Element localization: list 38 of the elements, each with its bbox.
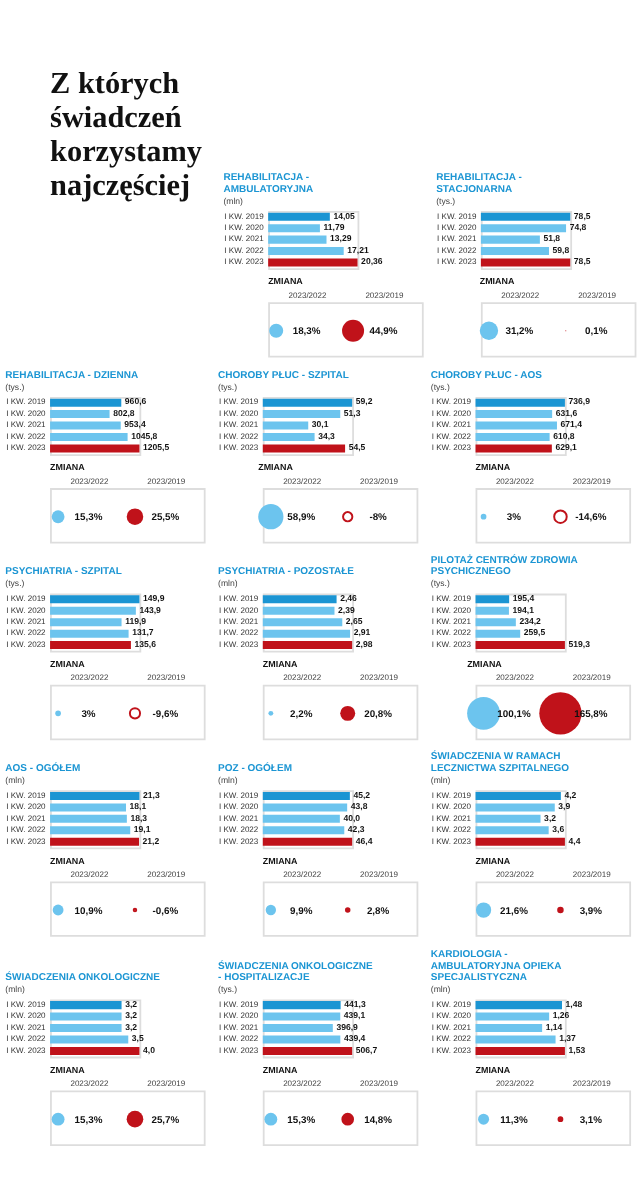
bar [50, 595, 140, 604]
bar [475, 1046, 565, 1055]
bar [50, 629, 129, 638]
bar [475, 595, 510, 604]
bar [475, 837, 565, 846]
bar [475, 791, 561, 800]
bar [50, 641, 131, 650]
bar [475, 410, 553, 419]
bar [475, 398, 565, 407]
bar [480, 212, 571, 221]
bar [475, 641, 565, 650]
bar [268, 212, 330, 221]
bar [50, 837, 140, 846]
bar [262, 803, 348, 812]
text: Z których świadczeń korzystamy najczęściej [50, 67, 203, 203]
bar [262, 595, 337, 604]
bar [475, 444, 552, 453]
bar [262, 444, 346, 453]
bar [262, 398, 353, 407]
bar [268, 224, 320, 233]
bar [262, 641, 353, 650]
bar [50, 803, 127, 812]
bar [50, 398, 122, 407]
bar [50, 444, 140, 453]
bar [262, 791, 350, 800]
bar [262, 1046, 353, 1055]
bar [475, 1001, 562, 1010]
bar [262, 629, 351, 638]
bar [262, 1001, 341, 1010]
bar [50, 791, 140, 800]
bar [268, 258, 358, 267]
bar [262, 410, 341, 419]
bar [480, 224, 567, 233]
bar [475, 629, 521, 638]
bar [50, 410, 110, 419]
bar [262, 837, 353, 846]
bar [475, 803, 555, 812]
bar [480, 258, 571, 267]
